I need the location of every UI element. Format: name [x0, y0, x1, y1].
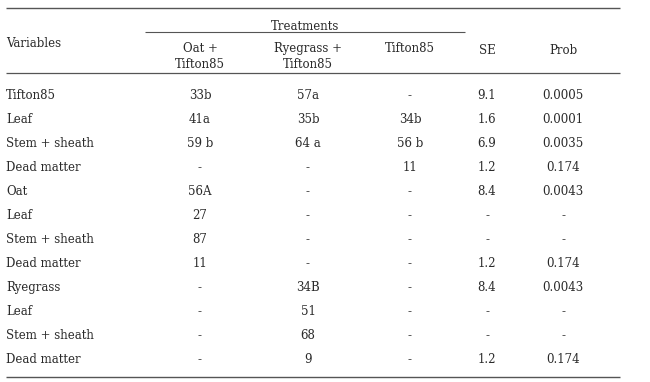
Text: 0.174: 0.174 — [546, 353, 580, 366]
Text: -: - — [306, 209, 310, 222]
Text: -: - — [306, 185, 310, 198]
Text: Leaf: Leaf — [6, 305, 32, 318]
Text: 8.4: 8.4 — [478, 281, 497, 294]
Text: 8.4: 8.4 — [478, 185, 497, 198]
Text: -: - — [306, 161, 310, 174]
Text: Variables: Variables — [6, 37, 61, 50]
Text: 33b: 33b — [188, 89, 211, 102]
Text: 68: 68 — [300, 329, 315, 342]
Text: 59 b: 59 b — [187, 137, 213, 150]
Text: 0.174: 0.174 — [546, 161, 580, 174]
Text: Stem + sheath: Stem + sheath — [6, 329, 94, 342]
Text: Oat +
Tifton85: Oat + Tifton85 — [175, 42, 225, 71]
Text: -: - — [561, 305, 565, 318]
Text: 64 a: 64 a — [295, 137, 321, 150]
Text: 87: 87 — [192, 233, 207, 246]
Text: -: - — [408, 89, 412, 102]
Text: -: - — [485, 209, 489, 222]
Text: Dead matter: Dead matter — [6, 257, 81, 270]
Text: -: - — [561, 209, 565, 222]
Text: 56 b: 56 b — [396, 137, 423, 150]
Text: 0.0005: 0.0005 — [542, 89, 584, 102]
Text: Leaf: Leaf — [6, 209, 32, 222]
Text: Ryegrass +
Tifton85: Ryegrass + Tifton85 — [274, 42, 342, 71]
Text: 0.0043: 0.0043 — [542, 281, 584, 294]
Text: -: - — [408, 353, 412, 366]
Text: 1.2: 1.2 — [478, 161, 496, 174]
Text: -: - — [408, 305, 412, 318]
Text: 9: 9 — [304, 353, 312, 366]
Text: Tifton85: Tifton85 — [6, 89, 56, 102]
Text: Dead matter: Dead matter — [6, 353, 81, 366]
Text: 51: 51 — [300, 305, 315, 318]
Text: Stem + sheath: Stem + sheath — [6, 137, 94, 150]
Text: -: - — [306, 257, 310, 270]
Text: 34b: 34b — [398, 113, 421, 126]
Text: 0.174: 0.174 — [546, 257, 580, 270]
Text: 1.6: 1.6 — [478, 113, 497, 126]
Text: 1.2: 1.2 — [478, 353, 496, 366]
Text: 27: 27 — [192, 209, 207, 222]
Text: -: - — [198, 329, 202, 342]
Text: 0.0001: 0.0001 — [543, 113, 584, 126]
Text: 35b: 35b — [296, 113, 319, 126]
Text: -: - — [198, 161, 202, 174]
Text: -: - — [408, 185, 412, 198]
Text: -: - — [306, 233, 310, 246]
Text: -: - — [408, 281, 412, 294]
Text: Prob: Prob — [549, 44, 577, 57]
Text: -: - — [408, 257, 412, 270]
Text: -: - — [485, 305, 489, 318]
Text: Leaf: Leaf — [6, 113, 32, 126]
Text: SE: SE — [478, 44, 495, 57]
Text: -: - — [198, 281, 202, 294]
Text: -: - — [485, 233, 489, 246]
Text: 34B: 34B — [296, 281, 320, 294]
Text: Oat: Oat — [6, 185, 27, 198]
Text: -: - — [408, 233, 412, 246]
Text: Stem + sheath: Stem + sheath — [6, 233, 94, 246]
Text: Treatments: Treatments — [271, 20, 339, 33]
Text: Ryegrass: Ryegrass — [6, 281, 60, 294]
Text: -: - — [408, 329, 412, 342]
Text: 1.2: 1.2 — [478, 257, 496, 270]
Text: 11: 11 — [192, 257, 207, 270]
Text: Dead matter: Dead matter — [6, 161, 81, 174]
Text: -: - — [198, 305, 202, 318]
Text: 6.9: 6.9 — [478, 137, 497, 150]
Text: 0.0035: 0.0035 — [542, 137, 584, 150]
Text: -: - — [561, 329, 565, 342]
Text: Tifton85: Tifton85 — [385, 42, 435, 55]
Text: 56A: 56A — [188, 185, 212, 198]
Text: -: - — [198, 353, 202, 366]
Text: -: - — [485, 329, 489, 342]
Text: -: - — [408, 209, 412, 222]
Text: 57a: 57a — [297, 89, 319, 102]
Text: 0.0043: 0.0043 — [542, 185, 584, 198]
Text: 11: 11 — [402, 161, 417, 174]
Text: -: - — [561, 233, 565, 246]
Text: 9.1: 9.1 — [478, 89, 497, 102]
Text: 41a: 41a — [189, 113, 211, 126]
